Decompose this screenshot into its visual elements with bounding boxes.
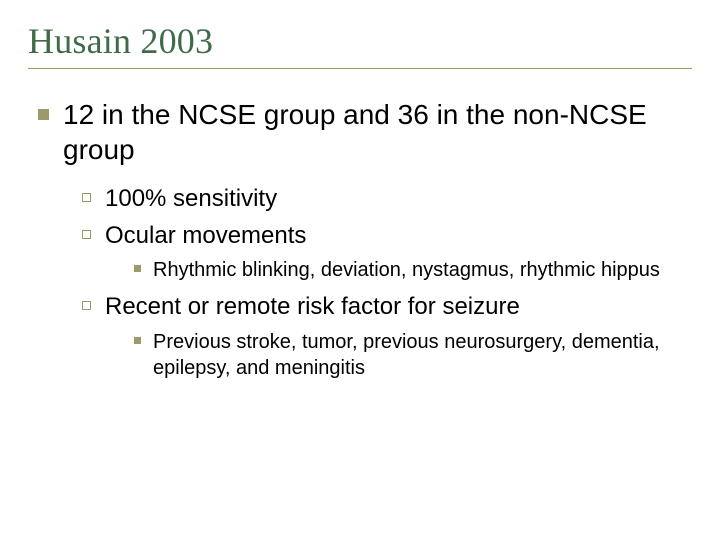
level1-list: 12 in the NCSE group and 36 in the non-N… [38,97,692,167]
level2-text: Recent or remote risk factor for seizure [105,291,520,322]
slide: Husain 2003 12 in the NCSE group and 36 … [0,0,720,540]
filled-square-bullet-icon [38,109,49,120]
level2-text: Ocular movements [105,220,306,251]
hollow-square-bullet-icon [82,193,91,202]
slide-body: 12 in the NCSE group and 36 in the non-N… [28,97,692,381]
level3-list: Rhythmic blinking, deviation, nystagmus,… [134,257,692,283]
level3-list: Previous stroke, tumor, previous neurosu… [134,329,692,381]
slide-title: Husain 2003 [28,20,692,62]
hollow-square-bullet-icon [82,230,91,239]
level1-text: 12 in the NCSE group and 36 in the non-N… [63,97,692,167]
filled-square-bullet-icon [134,337,141,344]
filled-square-bullet-icon [134,265,141,272]
level3-item: Previous stroke, tumor, previous neurosu… [134,329,692,381]
level3-text: Previous stroke, tumor, previous neurosu… [153,329,692,381]
level2-item: Recent or remote risk factor for seizure [82,291,692,322]
hollow-square-bullet-icon [82,301,91,310]
level3-wrapper: Previous stroke, tumor, previous neurosu… [82,329,692,381]
level3-text: Rhythmic blinking, deviation, nystagmus,… [153,257,660,283]
level2-list: 100% sensitivity Ocular movements Rhythm… [82,183,692,381]
level3-wrapper: Rhythmic blinking, deviation, nystagmus,… [82,257,692,283]
level2-item: 100% sensitivity [82,183,692,214]
level1-item: 12 in the NCSE group and 36 in the non-N… [38,97,692,167]
title-rule [28,68,692,69]
level3-item: Rhythmic blinking, deviation, nystagmus,… [134,257,692,283]
level2-text: 100% sensitivity [105,183,277,214]
level2-item: Ocular movements [82,220,692,251]
